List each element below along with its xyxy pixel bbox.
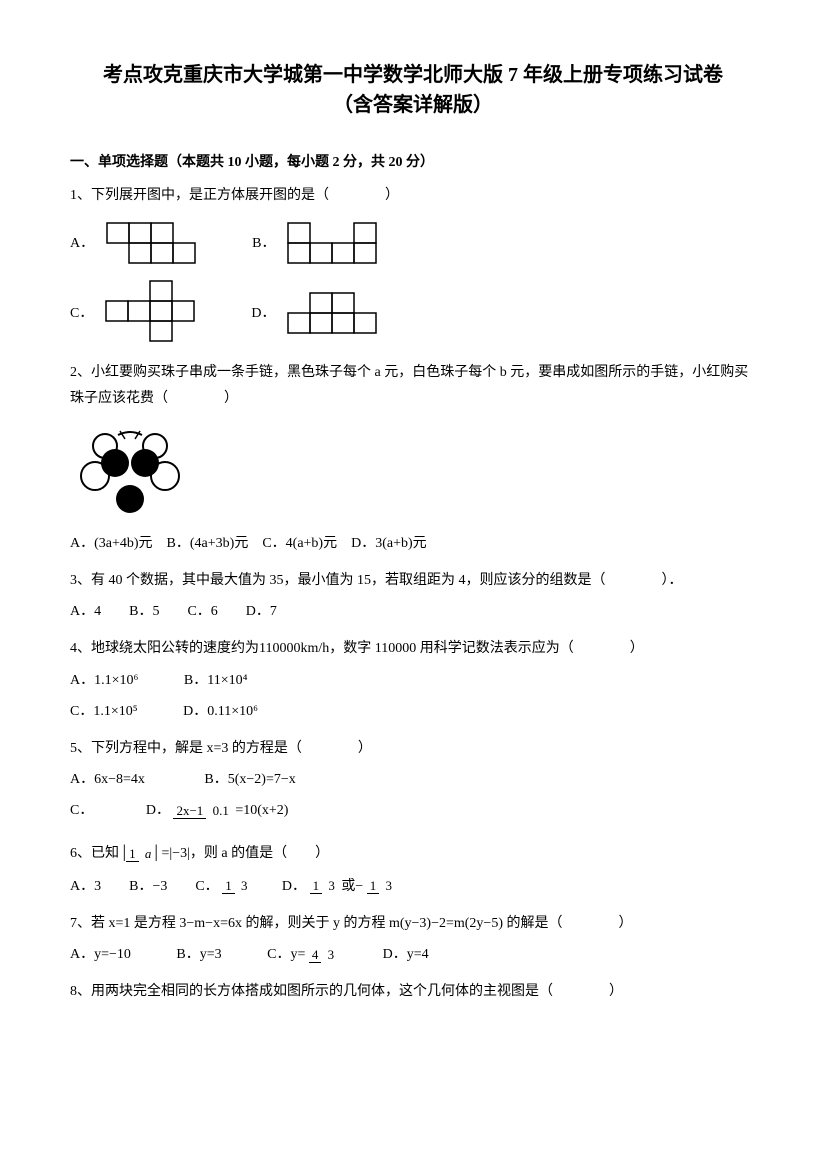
q7-text: 7、若 x=1 是方程 3−m−x=6x 的解，则关于 y 的方程 m(y−3)… bbox=[70, 911, 756, 936]
q6-frac-c: 1 3 bbox=[222, 879, 250, 893]
q2-text: 2、小红要购买珠子串成一条手链，黑色珠子每个 a 元，白色珠子每个 b 元，要串… bbox=[70, 360, 756, 410]
section-header: 一、单项选择题（本题共 10 小题，每小题 2 分，共 20 分） bbox=[70, 150, 756, 175]
question-7: 7、若 x=1 是方程 3−m−x=6x 的解，则关于 y 的方程 m(y−3)… bbox=[70, 911, 756, 967]
q5-opt-a: A．6x−8=4x bbox=[70, 772, 145, 787]
q5-opt-d-prefix: D． bbox=[146, 803, 170, 818]
frac-num: 1 bbox=[310, 878, 323, 894]
q7-opt-b: B．y=3 bbox=[176, 947, 221, 962]
q6-prefix: 6、已知 bbox=[70, 846, 119, 861]
q7-frac-c: 4 3 bbox=[309, 948, 337, 962]
frac-den: 3 bbox=[325, 947, 338, 962]
page-title: 考点攻克重庆市大学城第一中学数学北师大版 7 年级上册专项练习试卷 （含答案详解… bbox=[70, 60, 756, 120]
frac-num: 2x−1 bbox=[173, 803, 206, 819]
q4-opt-d: D．0.11×10⁶ bbox=[183, 704, 258, 719]
q6-frac-d2: 1 3 bbox=[367, 879, 395, 893]
q6-opt-d-mid: 或− bbox=[341, 879, 363, 894]
frac-num: 4 bbox=[309, 947, 322, 963]
q6-fraction: 1 a bbox=[126, 847, 154, 861]
q1-option-c: C． bbox=[70, 278, 211, 348]
q4-opt-a: A．1.1×10⁶ bbox=[70, 673, 138, 688]
q7-opt-a: A．y=−10 bbox=[70, 947, 131, 962]
q1-option-d: D． bbox=[251, 288, 393, 338]
bracelet-icon bbox=[70, 421, 190, 521]
q6-opts-ab: A．3 B．−3 C． bbox=[70, 879, 219, 894]
frac-num: 1 bbox=[222, 878, 235, 894]
q7-opt-d: D．y=4 bbox=[383, 947, 429, 962]
q5-text: 5、下列方程中，解是 x=3 的方程是（ ） bbox=[70, 736, 756, 761]
q2-options: A．(3a+4b)元 B．(4a+3b)元 C．4(a+b)元 D．3(a+b)… bbox=[70, 531, 756, 556]
frac-den: 3 bbox=[325, 878, 338, 893]
q5-fraction: 2x−1 0.1 bbox=[173, 804, 231, 818]
q1-option-b: B． bbox=[252, 218, 413, 268]
q1-label-b: B． bbox=[252, 231, 275, 256]
q3-options: A．4 B．5 C．6 D．7 bbox=[70, 599, 756, 624]
q4-text: 4、地球绕太阳公转的速度约为110000km/h，数字 110000 用科学记数… bbox=[70, 636, 756, 661]
title-line2: （含答案详解版） bbox=[70, 90, 756, 120]
net-c-icon bbox=[101, 278, 211, 348]
q6-opt-d-prefix: D． bbox=[254, 879, 306, 894]
question-3: 3、有 40 个数据，其中最大值为 35，最小值为 15，若取组距为 4，则应该… bbox=[70, 568, 756, 624]
frac-den: 3 bbox=[238, 878, 251, 893]
q5-opt-d-suffix: =10(x+2) bbox=[235, 803, 288, 818]
q7-opt-c-prefix: C．y= bbox=[267, 947, 305, 962]
q3-text: 3、有 40 个数据，其中最大值为 35，最小值为 15，若取组距为 4，则应该… bbox=[70, 568, 756, 593]
frac-num: 1 bbox=[367, 878, 380, 894]
q1-label-c: C． bbox=[70, 301, 93, 326]
net-d-icon bbox=[283, 288, 393, 338]
q1-label-a: A． bbox=[70, 231, 94, 256]
q6-suffix: =|−3|，则 a 的值是（ ） bbox=[161, 846, 329, 861]
net-b-icon bbox=[283, 218, 413, 268]
q8-text: 8、用两块完全相同的长方体搭成如图所示的几何体，这个几何体的主视图是（ ） bbox=[70, 979, 756, 1004]
question-5: 5、下列方程中，解是 x=3 的方程是（ ） A．6x−8=4x B．5(x−2… bbox=[70, 736, 756, 824]
question-4: 4、地球绕太阳公转的速度约为110000km/h，数字 110000 用科学记数… bbox=[70, 636, 756, 724]
question-1: 1、下列展开图中，是正方体展开图的是（ ） A． B． bbox=[70, 183, 756, 348]
question-8: 8、用两块完全相同的长方体搭成如图所示的几何体，这个几何体的主视图是（ ） bbox=[70, 979, 756, 1004]
frac-den: 3 bbox=[382, 878, 395, 893]
q5-opt-b: B．5(x−2)=7−x bbox=[204, 772, 295, 787]
question-2: 2、小红要购买珠子串成一条手链，黑色珠子每个 a 元，白色珠子每个 b 元，要串… bbox=[70, 360, 756, 556]
q6-frac-d1: 1 3 bbox=[310, 879, 338, 893]
q1-text: 1、下列展开图中，是正方体展开图的是（ ） bbox=[70, 183, 756, 208]
frac-den: 0.1 bbox=[210, 803, 232, 818]
frac-den: a bbox=[142, 846, 155, 861]
net-a-icon bbox=[102, 218, 212, 268]
q5-opt-c: C． bbox=[70, 803, 86, 818]
frac-num: 1 bbox=[126, 846, 139, 862]
title-line1: 考点攻克重庆市大学城第一中学数学北师大版 7 年级上册专项练习试卷 bbox=[70, 60, 756, 90]
question-6: 6、已知 | 1 a | =|−3|，则 a 的值是（ ） A．3 B．−3 C… bbox=[70, 835, 756, 899]
q1-label-d: D． bbox=[251, 301, 275, 326]
q1-option-a: A． bbox=[70, 218, 212, 268]
q4-opt-b: B．11×10⁴ bbox=[184, 673, 248, 688]
q4-opt-c: C．1.1×10⁵ bbox=[70, 704, 138, 719]
